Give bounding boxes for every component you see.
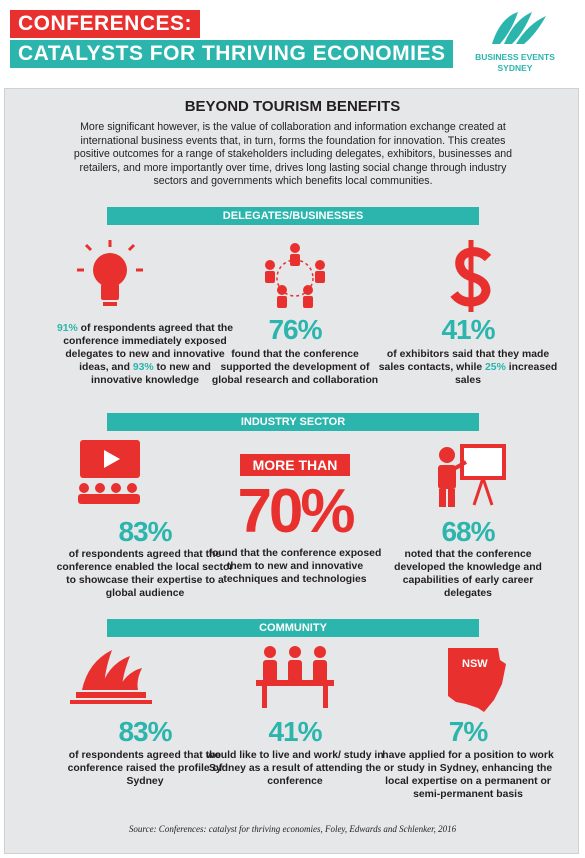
nsw-map-icon: [448, 648, 506, 712]
stat: 83%: [118, 716, 172, 747]
description-part: of respondents agreed that the conferenc…: [56, 549, 234, 599]
description-part: of respondents agreed that the conferenc…: [67, 750, 223, 787]
header-title: CONFERENCES:: [10, 10, 201, 38]
logo-line: SYDNEY: [497, 63, 533, 73]
stat: 68%: [441, 516, 495, 547]
description: have applied for a position to work or s…: [378, 749, 558, 801]
description: would like to live and work/ study in Sy…: [205, 749, 385, 788]
stat: 7%: [448, 716, 488, 747]
stat: 41%: [268, 716, 322, 747]
stat-label: MORE THAN: [240, 454, 350, 476]
source: Source: Conferences: catalyst for thrivi…: [128, 824, 457, 834]
description-part: 91%: [56, 323, 78, 334]
description-part: would like to live and work/ study in Sy…: [206, 750, 384, 787]
stat: 41%: [441, 314, 495, 345]
stat: 76%: [268, 314, 322, 345]
description: 91% of respondents agreed that the confe…: [55, 322, 235, 387]
section-banner: DELEGATES/BUSINESSES: [107, 207, 479, 225]
section-banner: INDUSTRY SECTOR: [107, 413, 479, 431]
description: noted that the conference developed the …: [378, 548, 558, 600]
description-part: noted that the conference developed the …: [394, 549, 542, 599]
description-part: 93%: [132, 362, 154, 373]
description-part: increased sales: [454, 362, 558, 386]
screen-icon: [78, 440, 140, 504]
people-network-icon: [265, 243, 325, 308]
description: of respondents agreed that the conferenc…: [55, 749, 235, 788]
description-part: have applied for a position to work or s…: [382, 750, 554, 800]
stat: 70%: [237, 477, 355, 546]
section-banner: COMMUNITY: [107, 619, 479, 637]
description-part: found that the conference exposed them t…: [208, 548, 382, 585]
header-subtitle: CATALYSTS FOR THRIVING ECONOMIES: [10, 40, 454, 68]
intro-text: More significant however, is the value o…: [73, 121, 513, 187]
description-part: to new and innovative knowledge: [91, 362, 211, 386]
description: found that the conference exposed them t…: [205, 547, 385, 586]
stat: 83%: [118, 516, 172, 547]
map-label: NSW: [462, 658, 488, 670]
opera-house-icon: [70, 650, 152, 704]
logo-text: BUSINESS EVENTS SYDNEY: [460, 52, 570, 74]
description-part: found that the conference supported the …: [211, 349, 379, 386]
description-part: of exhibitors said that they made sales …: [378, 349, 550, 373]
logo-icon: [492, 12, 546, 44]
description-part: 25%: [485, 362, 506, 373]
logo-line: BUSINESS EVENTS: [475, 52, 555, 62]
meeting-icon: [256, 646, 334, 708]
bulb-icon: [77, 240, 143, 306]
dollar-icon: [450, 240, 492, 312]
description-part: of respondents agreed that the conferenc…: [63, 323, 234, 373]
teacher-icon: [438, 444, 506, 507]
intro-title: BEYOND TOURISM BENEFITS: [184, 98, 401, 115]
description: of respondents agreed that the conferenc…: [55, 548, 235, 600]
description: of exhibitors said that they made sales …: [378, 348, 558, 387]
description: found that the conference supported the …: [205, 348, 385, 387]
